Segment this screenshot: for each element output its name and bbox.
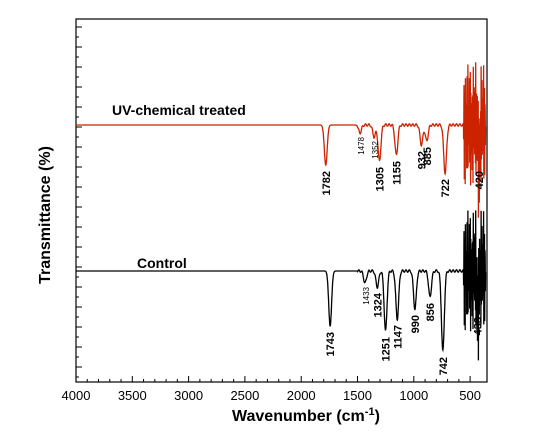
peak-label: 1352 <box>371 140 380 158</box>
x-tick-label: 1000 <box>399 388 428 403</box>
peak-label: 885 <box>422 147 434 165</box>
spectrum-line <box>76 62 487 218</box>
x-tick-label: 3000 <box>174 388 203 403</box>
series-label-control: Control <box>137 255 187 271</box>
y-axis-ticks <box>76 26 82 378</box>
peak-label: 1324 <box>372 292 384 317</box>
peak-label: 1305 <box>374 167 386 191</box>
x-tick-label: 500 <box>459 388 481 403</box>
series-label-uv: UV-chemical treated <box>112 102 246 118</box>
x-tick-label: 1500 <box>343 388 372 403</box>
peak-label: 1782 <box>321 171 333 195</box>
y-axis-title: Transmittance (%) <box>37 146 54 284</box>
peak-label: 1155 <box>391 161 403 185</box>
x-axis-tick-labels: 4000 3500 3000 2500 2000 1500 1000 500 <box>62 388 481 403</box>
spectrum-line <box>76 210 487 361</box>
peak-label: 722 <box>440 179 452 197</box>
x-tick-label: 3500 <box>118 388 147 403</box>
series-control <box>76 210 487 361</box>
peak-label: 433 <box>473 317 485 335</box>
peak-label: 742 <box>438 357 450 375</box>
peak-label: 1147 <box>392 325 404 349</box>
peak-label: 932 <box>416 151 428 169</box>
x-axis-title: Wavenumber (cm-1) <box>232 406 380 425</box>
x-tick-label: 4000 <box>62 388 91 403</box>
peak-label: 420 <box>474 171 486 189</box>
plot-frame <box>75 18 488 383</box>
series-uv-chemical-treated <box>76 62 487 218</box>
peak-label: 1743 <box>325 332 337 356</box>
peak-label: 1478 <box>357 136 366 154</box>
peak-label: 856 <box>425 303 437 321</box>
peak-label: 1433 <box>362 286 371 304</box>
peak-label: 990 <box>410 315 422 333</box>
x-tick-label: 2000 <box>287 388 316 403</box>
x-tick-label: 2500 <box>230 388 259 403</box>
peak-label: 1251 <box>381 337 393 361</box>
x-axis-ticks <box>75 376 471 382</box>
